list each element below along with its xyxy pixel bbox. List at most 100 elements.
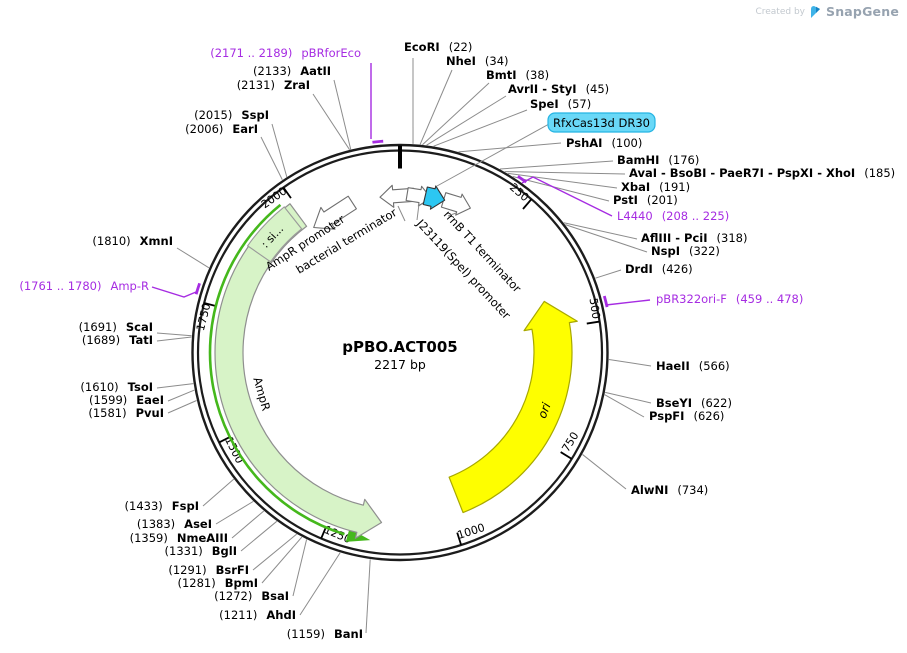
leader-bmti: [422, 82, 490, 146]
site-label-tati[interactable]: (1689) TatI: [82, 333, 153, 347]
leader-nhei: [419, 69, 453, 145]
leader-tati: [156, 336, 192, 342]
leader-drdi: [595, 269, 622, 279]
site-label-haeii[interactable]: HaeII (566): [656, 359, 730, 373]
primer-label-pbrforeco[interactable]: (2171 .. 2189) pBRforEco: [210, 46, 361, 60]
leader-bseyi: [605, 391, 652, 404]
snapgene-watermark: Created by SnapGene: [755, 4, 899, 19]
leader-nmeaiii: [231, 510, 265, 539]
site-label-ecori[interactable]: EcoRI (22): [404, 40, 472, 54]
leader-xbai: [507, 172, 618, 189]
leader-eari: [260, 136, 283, 180]
site-label-pvui[interactable]: (1581) PvuI: [88, 406, 164, 420]
leader-bpmi: [261, 536, 303, 584]
leader-bamhi: [499, 160, 614, 170]
feature-rfxcas13d-dr30-arrow[interactable]: [422, 185, 446, 210]
site-label-nhei[interactable]: NheI (34): [446, 54, 509, 68]
leader-spei: [433, 109, 528, 147]
site-label-bseyi[interactable]: BseYI (622): [656, 396, 732, 410]
rfxcas13d-dr30-label-box[interactable]: [547, 112, 656, 133]
feature-rrnb-t1-terminator-arrow[interactable]: [440, 192, 471, 216]
site-label-avai-bsobi-paer7i-pspxi-xhoi[interactable]: AvaI - BsoBI - PaeR7I - PspXI - XhoI (185…: [629, 166, 895, 180]
leader-bsrfi: [252, 533, 297, 571]
site-label-bani[interactable]: (1159) BanI: [287, 627, 363, 641]
site-label-scai[interactable]: (1691) ScaI: [79, 320, 153, 334]
site-label-avrii-styi[interactable]: AvrII - StyI (45): [508, 82, 609, 96]
site-label-aatii[interactable]: (2133) AatII: [253, 64, 331, 78]
rfxcas13d-dr30-label[interactable]: RfxCas13d DR30: [553, 116, 650, 130]
primer-label-pbr322ori-f[interactable]: pBR322ori-F (459 .. 478): [656, 292, 803, 306]
primer-label-l4440[interactable]: L4440 (208 .. 225): [617, 209, 729, 223]
site-label-asei[interactable]: (1383) AseI: [137, 517, 212, 531]
primer-mark-pbrforeco: [372, 139, 384, 144]
feature-label-ampr[interactable]: AmpR: [250, 375, 273, 412]
site-label-bamhi[interactable]: BamHI (176): [617, 153, 699, 167]
leader-ahdi: [299, 552, 341, 616]
position-tick-500: [586, 320, 600, 325]
primer-leader-pbr322ori-f: [605, 299, 651, 306]
leader-nspi: [565, 224, 648, 253]
leader-scai: [156, 332, 192, 337]
site-label-nmeaiii[interactable]: (1359) NmeAIII: [130, 531, 228, 545]
position-tick-1000: [456, 532, 462, 546]
leader-alwni: [582, 454, 627, 490]
leader-pspfi: [604, 394, 645, 418]
leader-pvui: [167, 400, 197, 414]
site-label-pshai[interactable]: PshAI (100): [566, 136, 642, 150]
site-label-sspi[interactable]: (2015) SspI: [194, 108, 269, 122]
site-label-eaei[interactable]: (1599) EaeI: [89, 393, 164, 407]
site-label-fspi[interactable]: (1433) FspI: [125, 499, 199, 513]
feature-ampr-gene-arrow[interactable]: [214, 203, 383, 539]
site-label-drdi[interactable]: DrdI (426): [625, 262, 693, 276]
primer-mark-pbr322ori-f: [602, 295, 609, 308]
primer-mark-l4440: [517, 175, 528, 184]
leader-aatii: [333, 79, 352, 150]
position-label-750: 750: [559, 430, 581, 455]
leader-pshai: [458, 142, 562, 153]
site-label-afliii-pcii[interactable]: AflIII - PciI (318): [641, 231, 747, 245]
site-label-psti[interactable]: PstI (201): [613, 193, 678, 207]
leader-eaei: [167, 389, 195, 402]
site-label-bsrfi[interactable]: (1291) BsrFI: [168, 563, 249, 577]
feature-ampr-signal-segment[interactable]: [246, 206, 303, 263]
feature-leader-0: [436, 123, 550, 187]
leader-bsai: [292, 539, 308, 597]
leader-zrai: [312, 93, 350, 150]
site-label-xmni[interactable]: (1810) XmnI: [92, 234, 173, 248]
position-tick-750: [560, 451, 573, 460]
leader-sspi: [271, 123, 288, 177]
primer-mark-amp-r: [194, 282, 201, 295]
site-label-tsoi[interactable]: (1610) TsoI: [80, 380, 153, 394]
site-label-bsai[interactable]: (1272) BsaI: [214, 589, 289, 603]
ampr-edge-arc: [208, 203, 345, 536]
feature-leader-1: [397, 205, 406, 222]
feature-ampr-promoter-arrow[interactable]: [313, 195, 357, 230]
feature-label-ori[interactable]: ori: [535, 400, 554, 420]
leader-xmni: [176, 247, 210, 269]
leader-bani: [365, 559, 371, 634]
site-label-bpmi[interactable]: (1281) BpmI: [177, 576, 258, 590]
feature-ori-arrow[interactable]: [448, 300, 578, 514]
site-label-ahdi[interactable]: (1211) AhdI: [219, 608, 296, 622]
plasmid-size: 2217 bp: [374, 357, 426, 372]
site-label-xbai[interactable]: XbaI (191): [621, 180, 690, 194]
plasmid-name: pPBO.ACT005: [342, 338, 457, 356]
site-label-pspfi[interactable]: PspFI (626): [649, 409, 724, 423]
primer-leader-l4440: [521, 176, 613, 217]
leader-psti: [512, 176, 610, 202]
site-label-alwni[interactable]: AlwNI (734): [631, 483, 708, 497]
site-label-zrai[interactable]: (2131) ZraI: [237, 78, 310, 92]
leader-avrii-styi: [426, 95, 507, 146]
site-label-bmti[interactable]: BmtI (38): [486, 68, 549, 82]
leader-afliii-pcii: [563, 222, 638, 240]
site-label-nspi[interactable]: NspI (322): [651, 244, 720, 258]
primer-label-amp-r[interactable]: (1761 .. 1780) Amp-R: [19, 279, 149, 293]
site-label-bgli[interactable]: (1331) BglI: [165, 544, 237, 558]
plasmid-backbone-outer-circle: [191, 143, 609, 562]
feature-leader-3: [447, 212, 457, 217]
site-label-spei[interactable]: SpeI (57): [530, 97, 591, 111]
watermark-created-by: Created by: [755, 6, 805, 17]
site-label-eari[interactable]: (2006) EarI: [185, 122, 258, 136]
